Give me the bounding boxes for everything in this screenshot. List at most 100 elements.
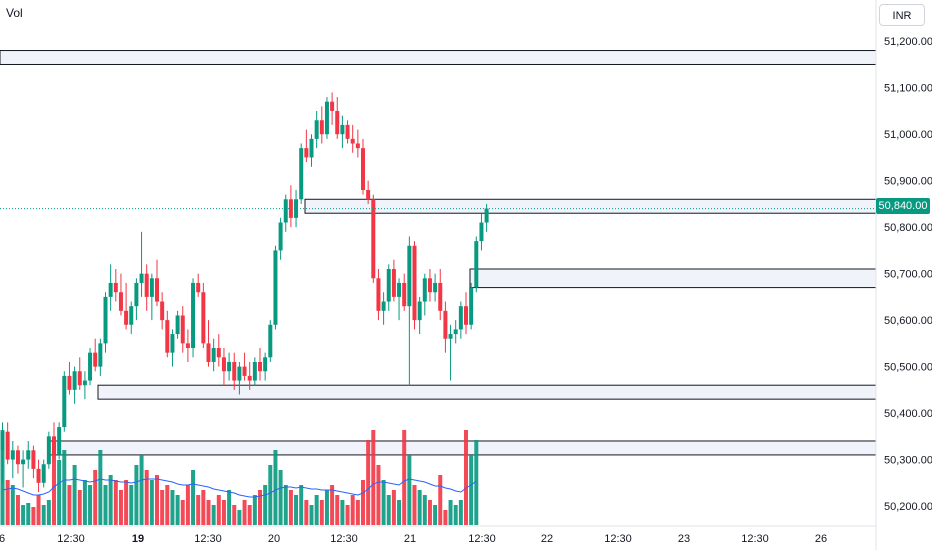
candle-body <box>242 366 247 376</box>
candle-body <box>474 241 479 288</box>
volume-bar <box>304 500 309 525</box>
volume-bar <box>422 495 427 525</box>
volume-bar <box>433 505 438 525</box>
candle-body <box>216 348 221 358</box>
candle-body <box>443 310 448 339</box>
volume-bar <box>118 490 123 525</box>
volume-moving-average-line <box>2 478 477 498</box>
time-axis[interactable]: 6 12:30 19 12:30 20 12:30 21 12:30 22 12:30 23 12:3… <box>0 533 827 545</box>
volume-bar <box>443 510 448 525</box>
volume-bar <box>273 450 278 525</box>
candle-body <box>149 278 154 297</box>
candle-body <box>402 282 407 307</box>
candle-body <box>72 371 77 390</box>
volume-bar <box>227 490 232 525</box>
volume-bar <box>314 495 319 525</box>
candle-body <box>196 282 201 293</box>
candle-body <box>201 292 206 344</box>
volume-bar <box>458 500 463 525</box>
price-tick-label: 51,100.00 <box>884 83 932 95</box>
volume-bars <box>0 430 479 525</box>
candle-body <box>118 292 123 311</box>
volume-bar <box>288 490 293 525</box>
volume-bar <box>180 500 185 525</box>
volume-bar <box>350 495 355 525</box>
volume-bar <box>268 465 273 525</box>
candle-body <box>139 273 144 283</box>
volume-bar <box>263 485 268 525</box>
candle-body <box>227 361 232 372</box>
volume-bar <box>10 485 15 525</box>
candle-body <box>381 301 386 311</box>
candle-body <box>407 245 412 307</box>
currency-selector[interactable]: INR <box>879 4 925 26</box>
volume-bar <box>376 465 381 525</box>
volume-bar <box>211 505 216 525</box>
time-tick-label: 12:30 <box>468 533 496 545</box>
volume-bar <box>448 500 453 525</box>
volume-bar <box>330 485 335 525</box>
candle-body <box>345 124 350 139</box>
volume-bar <box>191 470 196 525</box>
candle-body <box>5 431 10 460</box>
volume-bar <box>474 440 479 525</box>
volume-bar <box>170 490 175 525</box>
price-zone <box>304 198 877 214</box>
volume-bar <box>26 503 31 525</box>
candle-body <box>31 450 36 469</box>
volume-bar <box>88 485 93 525</box>
candle-body <box>319 120 324 135</box>
candle-body <box>324 101 329 135</box>
candle-body <box>350 138 355 144</box>
volume-bar <box>252 495 257 525</box>
time-tick-label: 20 <box>268 533 280 545</box>
volume-bar <box>46 500 51 525</box>
candle-body <box>278 222 283 251</box>
candle-body <box>185 343 190 349</box>
volume-bar <box>124 480 129 525</box>
candle-body <box>427 278 432 293</box>
candle-body <box>417 301 422 321</box>
volume-bar <box>98 450 103 525</box>
candle-body <box>26 450 31 460</box>
candle-body <box>46 436 51 465</box>
candle-body <box>103 296 108 344</box>
volume-bar <box>464 430 468 525</box>
volume-bar <box>108 475 113 525</box>
candle-body <box>247 375 252 381</box>
candle-body <box>340 124 345 135</box>
volume-bar <box>77 490 82 525</box>
candle-body <box>252 361 257 381</box>
volume-bar <box>144 470 149 525</box>
price-zone <box>469 268 877 289</box>
candle-body <box>464 306 468 325</box>
time-tick-label: 12:30 <box>330 533 358 545</box>
price-zone <box>97 384 877 400</box>
candle-body <box>108 282 113 297</box>
time-tick-label: 12:30 <box>57 533 85 545</box>
candle-body <box>237 366 242 381</box>
candle-body <box>129 306 134 325</box>
volume-bar <box>165 485 170 525</box>
candle-body <box>263 357 268 372</box>
candle-body <box>448 334 453 339</box>
time-tick-label: 26 <box>815 533 827 545</box>
volume-bar <box>201 490 206 525</box>
candle-body <box>15 450 20 465</box>
volume-bar <box>469 455 474 525</box>
candle-body <box>113 282 118 293</box>
price-zone <box>48 440 877 456</box>
volume-bar <box>232 505 237 525</box>
price-tick-label: 50,900.00 <box>884 176 932 188</box>
volume-bar <box>438 475 443 525</box>
candle-body <box>211 348 216 362</box>
candle-body <box>57 427 62 455</box>
candle-body <box>479 222 484 242</box>
volume-bar <box>391 490 396 525</box>
volume-bar <box>139 455 144 525</box>
candle-body <box>314 120 319 139</box>
price-axis[interactable]: 51,200.00 51,100.00 51,000.00 50,900.00 50,8… <box>884 36 932 513</box>
candle-body <box>0 431 5 451</box>
candle-body <box>371 199 376 279</box>
